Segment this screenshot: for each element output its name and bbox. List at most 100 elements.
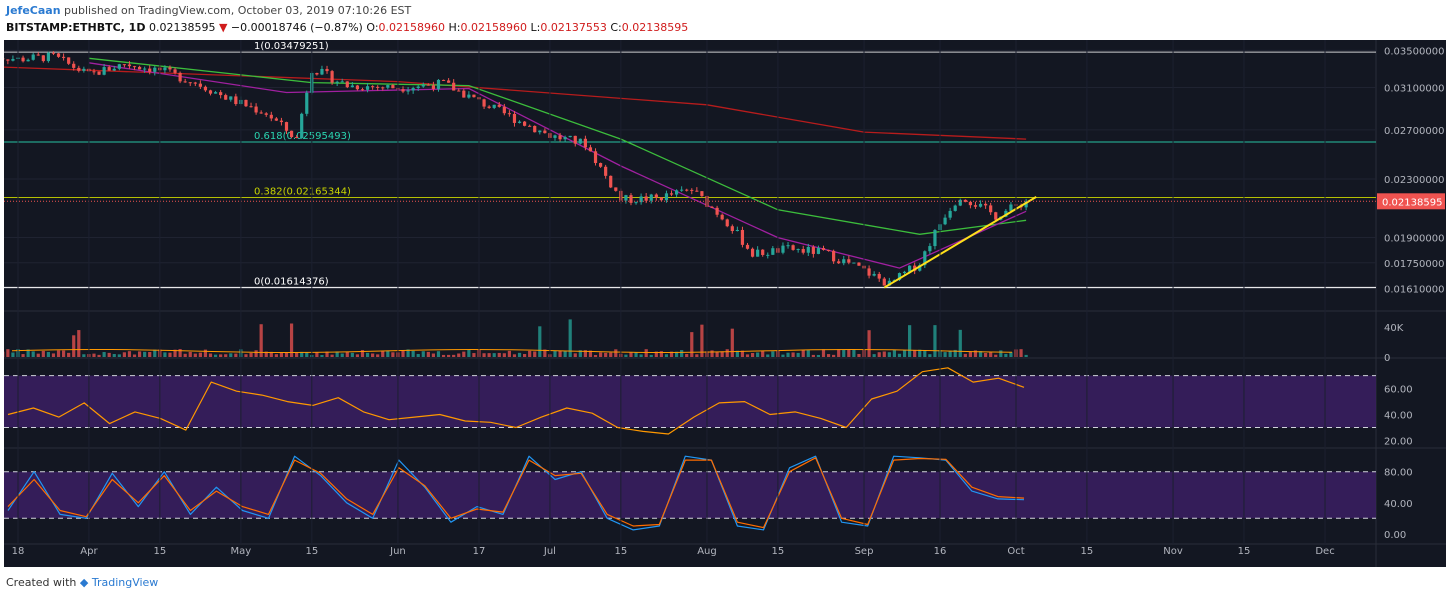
- candle-body: [948, 210, 952, 218]
- candle-body: [56, 53, 61, 57]
- volume-bar: [908, 325, 912, 357]
- volume-bar: [173, 349, 177, 357]
- stoch-tick-label: 0.00: [1384, 530, 1406, 541]
- stoch-series-line: [7, 457, 1025, 529]
- volume-bar: [213, 354, 218, 357]
- volume-bar: [198, 352, 202, 357]
- candle-body: [816, 248, 821, 254]
- volume-bar: [229, 353, 233, 357]
- candle-body: [730, 226, 734, 232]
- volume-bar: [441, 354, 446, 357]
- candle-body: [553, 135, 557, 138]
- candle-body: [269, 114, 273, 119]
- volume-bar: [67, 352, 71, 357]
- candle-body: [345, 81, 349, 88]
- volume-bar: [26, 349, 30, 357]
- candle-body: [224, 95, 228, 100]
- candle-body: [923, 251, 927, 266]
- candle-body: [735, 229, 739, 232]
- candle-body: [173, 69, 177, 73]
- rsi-band-fill: [4, 375, 1376, 428]
- volume-bar: [82, 354, 86, 357]
- candle-body: [112, 68, 116, 71]
- candle-body: [588, 147, 593, 152]
- candle-body: [669, 193, 674, 195]
- candle-body: [21, 57, 25, 62]
- candle-body: [761, 249, 765, 255]
- last-price-tag: [1377, 193, 1445, 210]
- volume-bar: [786, 352, 790, 357]
- publish-line: JefeCaan published on TradingView.com, O…: [6, 4, 411, 17]
- tradingview-logo-icon[interactable]: ◆: [79, 576, 89, 589]
- candle-body: [452, 82, 456, 91]
- chart-canvas[interactable]: 0.03500000 0.03100000 0.02700000 0.02300000…: [4, 40, 1446, 567]
- candle-body: [67, 57, 71, 64]
- chart-header: JefeCaan published on TradingView.com, O…: [0, 0, 1450, 40]
- volume-bar: [411, 350, 415, 357]
- time-tick-label: Apr: [80, 546, 98, 557]
- time-tick-label: 15: [153, 546, 166, 557]
- candle-body: [148, 68, 152, 72]
- volume-bar: [968, 351, 973, 357]
- candle-body: [644, 196, 648, 201]
- volume-bar: [801, 350, 805, 357]
- tradingview-brand[interactable]: TradingView: [91, 576, 159, 589]
- candle-body: [690, 189, 694, 191]
- volume-bar: [999, 350, 1003, 357]
- volume-bar: [153, 349, 157, 357]
- time-tick-label: 15: [1238, 546, 1251, 557]
- volume-bar: [659, 351, 663, 357]
- candle-body: [371, 86, 375, 88]
- price-tick-label: 0.03100000: [1384, 84, 1444, 95]
- candle-body: [913, 265, 917, 271]
- candle-body: [629, 195, 633, 203]
- candle-body: [847, 259, 851, 263]
- volume-bar: [97, 354, 101, 357]
- volume-bar: [127, 351, 132, 357]
- chart-area[interactable]: 0.03500000 0.03100000 0.02700000 0.02300000…: [4, 40, 1446, 567]
- volume-bar: [472, 353, 476, 357]
- volume-bar: [902, 350, 907, 357]
- candle-body: [289, 130, 294, 137]
- candle-body: [97, 71, 101, 75]
- volume-bar: [695, 354, 699, 357]
- volume-bar: [421, 351, 425, 357]
- time-tick-label: May: [231, 546, 252, 557]
- candle-body: [365, 86, 370, 90]
- volume-bar: [371, 353, 375, 357]
- volume-bar: [325, 351, 329, 357]
- volume-bar: [1009, 352, 1013, 357]
- candle-body: [472, 94, 476, 98]
- volume-bar: [811, 354, 815, 357]
- volume-bar: [614, 349, 618, 357]
- candle-body: [897, 273, 902, 280]
- candle-body: [872, 273, 876, 276]
- volume-bar: [852, 349, 856, 357]
- candle-body: [143, 68, 147, 70]
- candle-body: [700, 191, 704, 196]
- author-name[interactable]: JefeCaan: [6, 4, 61, 17]
- volume-bar: [923, 351, 927, 357]
- support-trendline: [883, 195, 1037, 289]
- candle-body: [350, 85, 354, 88]
- rsi-tick-label: 60.00: [1384, 385, 1413, 396]
- volume-bar: [867, 330, 871, 357]
- volume-bar: [720, 351, 724, 357]
- candle-body: [963, 199, 967, 202]
- time-tick-label: Jun: [389, 546, 406, 557]
- volume-bar: [163, 352, 167, 357]
- open-label: O:: [366, 21, 379, 34]
- close-label: C:: [610, 21, 622, 34]
- candle-body: [832, 250, 836, 262]
- time-tick-label: Nov: [1163, 546, 1183, 557]
- candle-body: [1004, 210, 1008, 217]
- volume-bar: [700, 324, 704, 357]
- volume-bar: [761, 351, 765, 357]
- candle-body: [51, 52, 56, 54]
- volume-bar: [664, 354, 669, 357]
- moving-average-line: [88, 57, 1027, 235]
- volume-bar: [837, 349, 841, 357]
- stoch-band-fill: [4, 471, 1376, 519]
- volume-bar: [680, 350, 684, 357]
- volume-bar: [340, 353, 344, 357]
